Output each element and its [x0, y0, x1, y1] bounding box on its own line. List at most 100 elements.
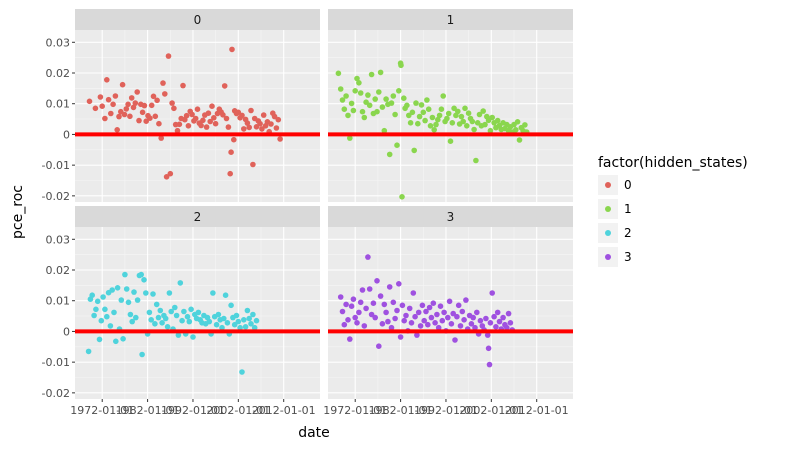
data-point [427, 123, 434, 129]
data-point [377, 293, 384, 299]
data-point [219, 324, 225, 331]
data-point [277, 136, 283, 142]
data-point [165, 53, 172, 59]
data-point [399, 302, 406, 309]
data-point [381, 127, 388, 134]
data-point [439, 317, 446, 324]
legend-swatch [605, 230, 611, 236]
data-point [392, 315, 398, 322]
data-point [180, 82, 186, 89]
data-point [129, 318, 135, 325]
legend-item-2: 2 [598, 223, 632, 243]
data-point [445, 110, 452, 117]
data-point [449, 120, 456, 126]
data-point [136, 117, 142, 124]
data-point [394, 142, 400, 148]
data-point [260, 112, 267, 118]
data-point [206, 318, 213, 325]
data-point [513, 127, 519, 133]
data-point [440, 93, 447, 99]
data-point [421, 317, 428, 324]
data-point [386, 284, 393, 290]
data-point [383, 96, 389, 102]
data-point [365, 92, 371, 98]
data-point [94, 298, 101, 305]
data-point [423, 308, 429, 315]
data-point [150, 93, 157, 100]
x-tick-label: 1982-01-01 [369, 404, 433, 417]
data-point [462, 105, 468, 112]
data-point [215, 311, 222, 318]
data-point [436, 112, 443, 119]
data-point [223, 115, 230, 122]
data-point [486, 361, 493, 368]
data-point [412, 313, 418, 320]
data-point [343, 301, 349, 308]
data-point [171, 105, 177, 112]
data-point [396, 281, 402, 287]
data-point [401, 317, 408, 324]
y-tick-label: 0.01 [46, 98, 71, 111]
data-point [468, 321, 475, 327]
data-point [268, 121, 274, 127]
legend-label: 3 [624, 250, 632, 264]
x-tick-label: 1982-01-01 [116, 404, 180, 417]
data-point [152, 113, 159, 120]
data-point [155, 314, 162, 321]
legend-label: 0 [624, 178, 632, 192]
data-point [175, 332, 182, 338]
legend-swatch [605, 182, 611, 188]
data-point [167, 170, 174, 177]
data-point [160, 80, 166, 86]
data-point [163, 174, 170, 180]
data-point [377, 69, 384, 76]
data-point [390, 93, 397, 99]
y-tick-label: 0 [63, 325, 70, 338]
legend-swatch [605, 206, 611, 212]
data-point [122, 271, 128, 278]
data-point [195, 309, 202, 316]
x-tick-label: 2002-01-01 [459, 404, 523, 417]
data-point [174, 127, 181, 134]
data-point [228, 149, 234, 155]
data-point [403, 312, 409, 319]
data-point [461, 317, 467, 323]
data-point [146, 309, 153, 316]
y-tick-label: 0 [63, 128, 70, 141]
data-point [205, 110, 212, 116]
data-point [376, 89, 382, 95]
data-point [104, 77, 110, 83]
data-point [487, 127, 494, 134]
data-point [221, 83, 228, 89]
data-point [250, 311, 256, 318]
data-point [86, 98, 93, 105]
data-point [489, 114, 496, 121]
data-point [504, 324, 510, 331]
data-point [92, 105, 99, 112]
data-point [173, 312, 180, 319]
data-point [425, 321, 431, 328]
x-tick-label: 1972-01-01 [323, 404, 387, 417]
data-point [446, 298, 453, 305]
data-point [399, 194, 405, 200]
data-point [425, 106, 432, 112]
data-point [119, 81, 126, 88]
x-tick-label: 2012-01-01 [505, 404, 569, 417]
data-point [123, 286, 130, 292]
data-point [337, 294, 344, 300]
data-point [194, 106, 201, 112]
data-point [345, 317, 351, 323]
data-point [372, 314, 379, 321]
data-point [417, 323, 424, 329]
data-point [432, 320, 438, 326]
data-point [177, 280, 184, 286]
data-point [102, 306, 108, 313]
data-point [118, 297, 125, 303]
data-point [385, 318, 391, 325]
data-point [379, 321, 386, 327]
data-point [93, 306, 99, 313]
data-point [96, 336, 103, 343]
data-point [451, 105, 457, 112]
data-point [148, 102, 155, 109]
data-point [128, 95, 135, 101]
